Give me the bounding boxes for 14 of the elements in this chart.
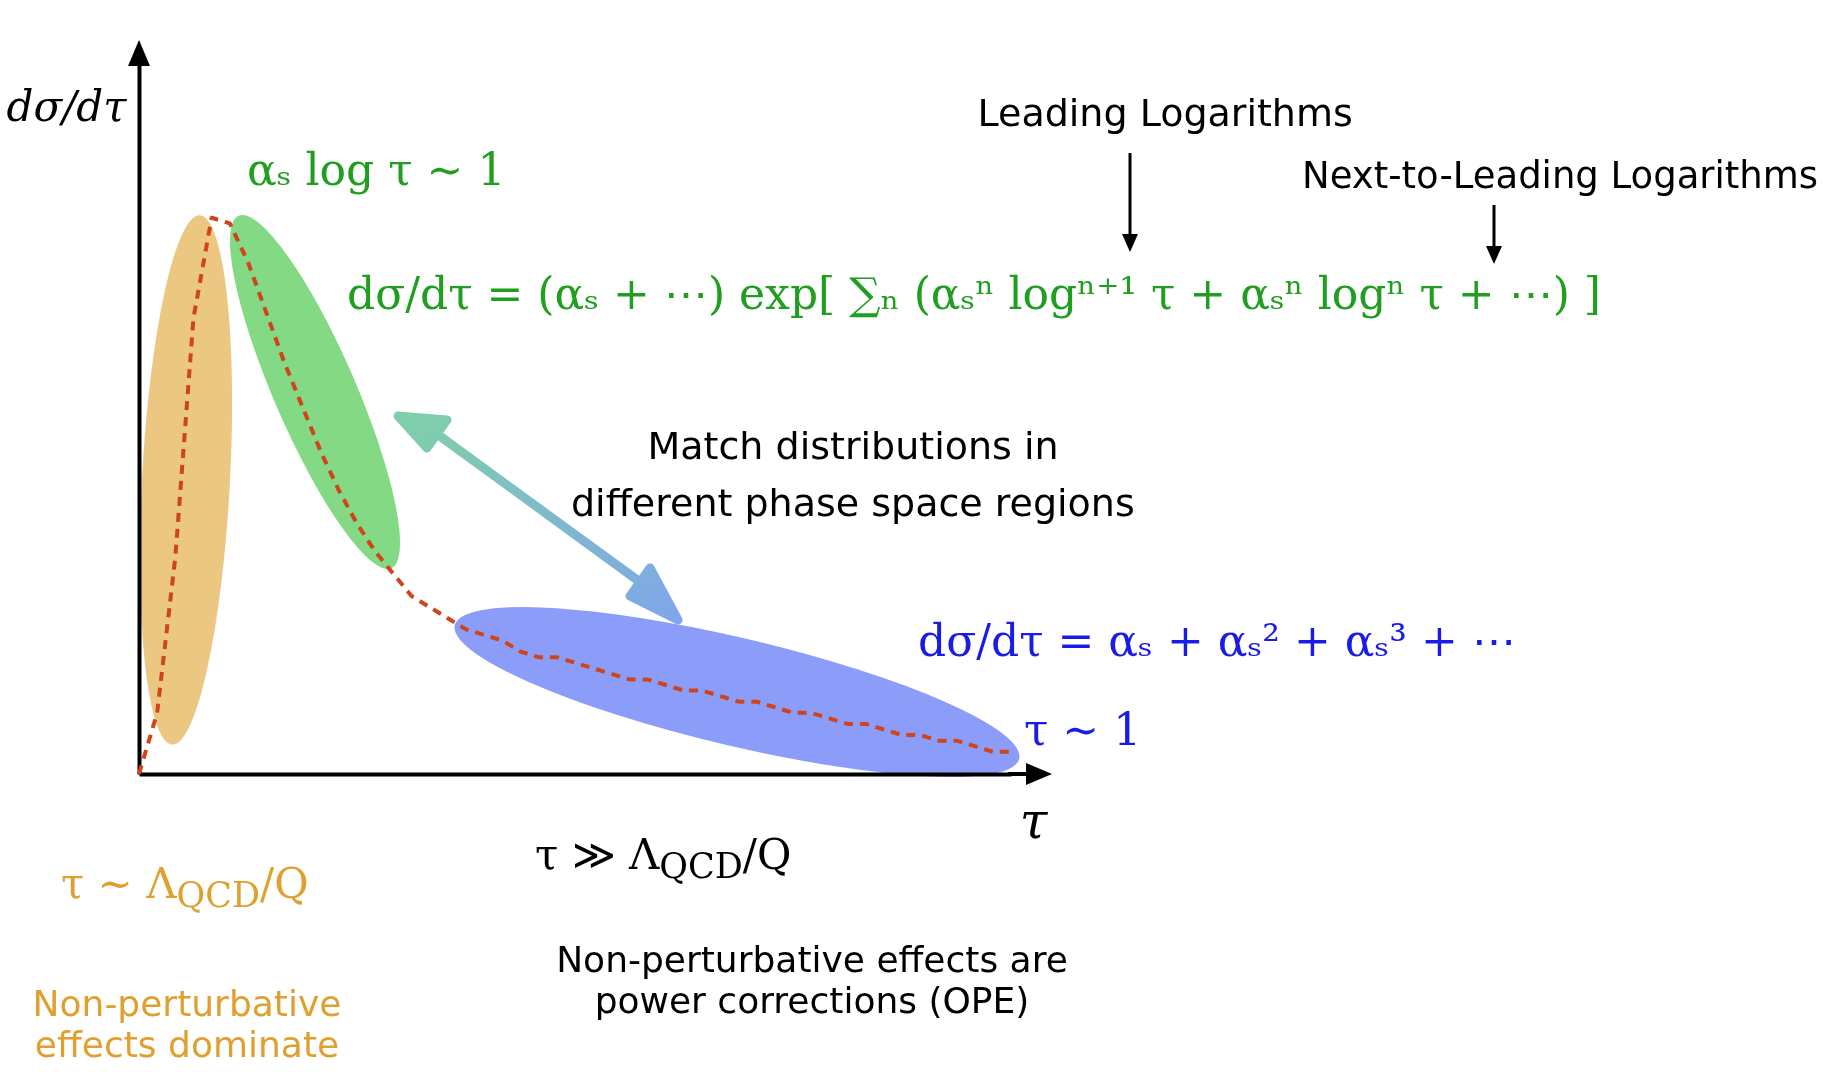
text: τ ∼ 1 [1024, 703, 1142, 756]
annotation: dσ/dτ = (αₛ + ⋯) exp[ ∑ₙ (αₛⁿ logⁿ⁺¹ τ + αₛⁿ logⁿ τ + ⋯) ] [347, 267, 1601, 320]
text: Non-perturbative effects are power corrections (OPE) [555, 938, 1069, 1022]
text: Non-perturbative effects dominate [31, 982, 343, 1066]
annotation: different phase space regions [571, 481, 1135, 526]
annotation: dσ/dτ = αₛ + αₛ² + αₛ³ + ⋯ [918, 614, 1516, 667]
annotation: Match distributions in [647, 424, 1059, 469]
text: Next-to-Leading Logarithms [1302, 153, 1819, 198]
y-axis-title: dσ/dτ [6, 81, 128, 131]
text: αₛ log τ ∼ 1 [247, 143, 506, 196]
text: Leading Logarithms [977, 91, 1353, 136]
x-axis-title: τ [1019, 791, 1049, 850]
text: τ ≫ Λ$_{QCD}$/Q [535, 830, 792, 887]
text: τ ∼ Λ$_{QCD}$/Q [61, 859, 309, 916]
